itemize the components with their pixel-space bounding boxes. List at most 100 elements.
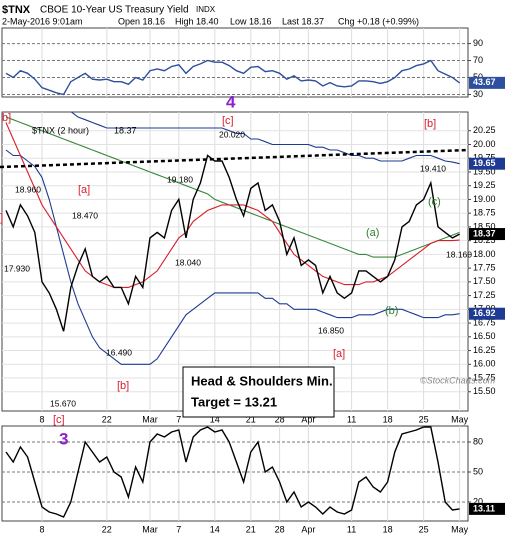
x-tick-label: 8 <box>39 524 44 534</box>
y-tick-label: 70 <box>473 55 483 65</box>
price-label: 17.930 <box>4 263 30 273</box>
price-label: 19.410 <box>420 163 446 173</box>
x-tick-label: Mar <box>142 524 158 534</box>
x-tick-label: 21 <box>246 524 256 534</box>
series-line <box>5 122 460 288</box>
legend-name: $TNX (2 hour) <box>32 125 89 135</box>
last-value-label: 19.65 <box>473 158 496 168</box>
plot-layer: 90 70 50 30 43.67 8 22 Mar 7 14 21 28 Apr 11 18 25 May 15… <box>1 27 505 534</box>
y-tick-label: 90 <box>473 38 483 48</box>
x-tick-label: Apr <box>301 414 315 424</box>
series-group <box>5 426 460 518</box>
y-tick-label: 20 <box>473 496 483 506</box>
y-tick-label: 19.00 <box>473 194 496 204</box>
wave-label: (a) <box>366 227 379 239</box>
x-tick-label: 21 <box>246 414 256 424</box>
x-tick-label: 25 <box>419 414 429 424</box>
y-tick-label: 19.50 <box>473 166 496 176</box>
y-tick-label: 15.50 <box>473 386 496 396</box>
last-value-flag <box>469 76 505 89</box>
x-tick-label: 14 <box>210 524 220 534</box>
quote: Open 18.16 <box>118 16 165 26</box>
series-line <box>5 154 460 332</box>
panel-frame <box>1 27 469 98</box>
last-value-label: 18.37 <box>473 228 496 238</box>
wave-label: (b) <box>385 305 398 317</box>
series-line <box>5 149 460 365</box>
x-tick-label: 22 <box>102 414 112 424</box>
note-box <box>182 366 335 418</box>
wave-label: (c) <box>428 196 441 208</box>
price-label: 19.180 <box>167 174 193 184</box>
y-tick-label: 18.50 <box>473 221 496 231</box>
x-tick-label: 18 <box>383 414 393 424</box>
y-tick-label: 19.75 <box>473 153 496 163</box>
x-tick-label: 28 <box>275 524 285 534</box>
y-tick-label: 17.50 <box>473 276 496 286</box>
price-label: 15.670 <box>50 398 76 408</box>
subtitle: CBOE 10-Year US Treasury Yield <box>40 5 189 16</box>
price-label: 20.020 <box>219 129 245 139</box>
symbol: $TNX <box>2 4 31 16</box>
wave-label: [c] <box>53 414 65 426</box>
wave-label: [b] <box>424 118 436 130</box>
y-tick-label: 16.00 <box>473 359 496 369</box>
note: Target = 13.21 <box>191 394 277 409</box>
x-tick-label: 14 <box>210 414 220 424</box>
series-line <box>5 59 461 96</box>
wave-label: 4 <box>226 92 236 111</box>
price-label: 18.160 <box>446 249 472 259</box>
x-tick-label: 28 <box>275 414 285 424</box>
series-line <box>63 112 460 165</box>
y-tick-label: 15.75 <box>473 372 496 382</box>
wave-label: [a] <box>78 184 90 196</box>
last-value-flag <box>469 228 505 241</box>
wave-label: [c] <box>222 115 234 127</box>
price-label: 18.960 <box>15 184 41 194</box>
x-tick-label: 22 <box>102 524 112 534</box>
credit: ©StockCharts.com <box>420 375 496 385</box>
y-tick-label: 20.00 <box>473 139 496 149</box>
wave-label: [a] <box>333 348 345 360</box>
y-tick-label: 20.25 <box>473 125 496 135</box>
y-tick-label: 18.00 <box>473 249 496 259</box>
x-tick-label: 25 <box>419 524 429 534</box>
panel-frame <box>1 425 469 522</box>
last-value-label: 43.67 <box>473 77 496 87</box>
quote: Last 18.37 <box>282 16 324 26</box>
x-tick-label: Apr <box>301 524 315 534</box>
last-value-flag <box>469 502 505 515</box>
price-label: 16.850 <box>318 325 344 335</box>
exchange: INDX <box>196 5 216 14</box>
wave-label: [b] <box>117 380 129 392</box>
x-tick-label: 7 <box>176 524 181 534</box>
x-tick-label: May <box>451 414 469 424</box>
date: 2-May-2016 9:01am <box>2 16 83 26</box>
x-tick-label: 11 <box>347 414 356 424</box>
y-tick-label: 16.75 <box>473 317 496 327</box>
x-tick-label: 18 <box>383 524 393 534</box>
x-tick-label: 11 <box>347 524 356 534</box>
quote: Chg +0.18 (+0.99%) <box>338 16 419 26</box>
y-tick-label: 16.50 <box>473 331 496 341</box>
last-value-flag <box>469 157 505 170</box>
series-group <box>5 112 460 365</box>
y-tick-label: 19.25 <box>473 180 496 190</box>
x-tick-label: Mar <box>142 414 158 424</box>
price-label: 18.470 <box>72 210 98 220</box>
wave-label: b] <box>2 112 11 124</box>
last-value-flag <box>469 307 505 320</box>
x-tick-label: 8 <box>39 414 44 424</box>
quote: Low 18.16 <box>230 16 272 26</box>
price-label: 18.040 <box>175 257 201 267</box>
y-tick-label: 17.25 <box>473 290 496 300</box>
y-tick-label: 30 <box>473 89 483 99</box>
y-tick-label: 50 <box>473 466 483 476</box>
wave-label: 3 <box>59 429 68 448</box>
legend-value: 18.37 <box>114 125 137 135</box>
series-group <box>5 59 461 96</box>
y-tick-label: 16.25 <box>473 345 496 355</box>
series-line <box>5 426 460 518</box>
y-tick-label: 18.75 <box>473 208 496 218</box>
